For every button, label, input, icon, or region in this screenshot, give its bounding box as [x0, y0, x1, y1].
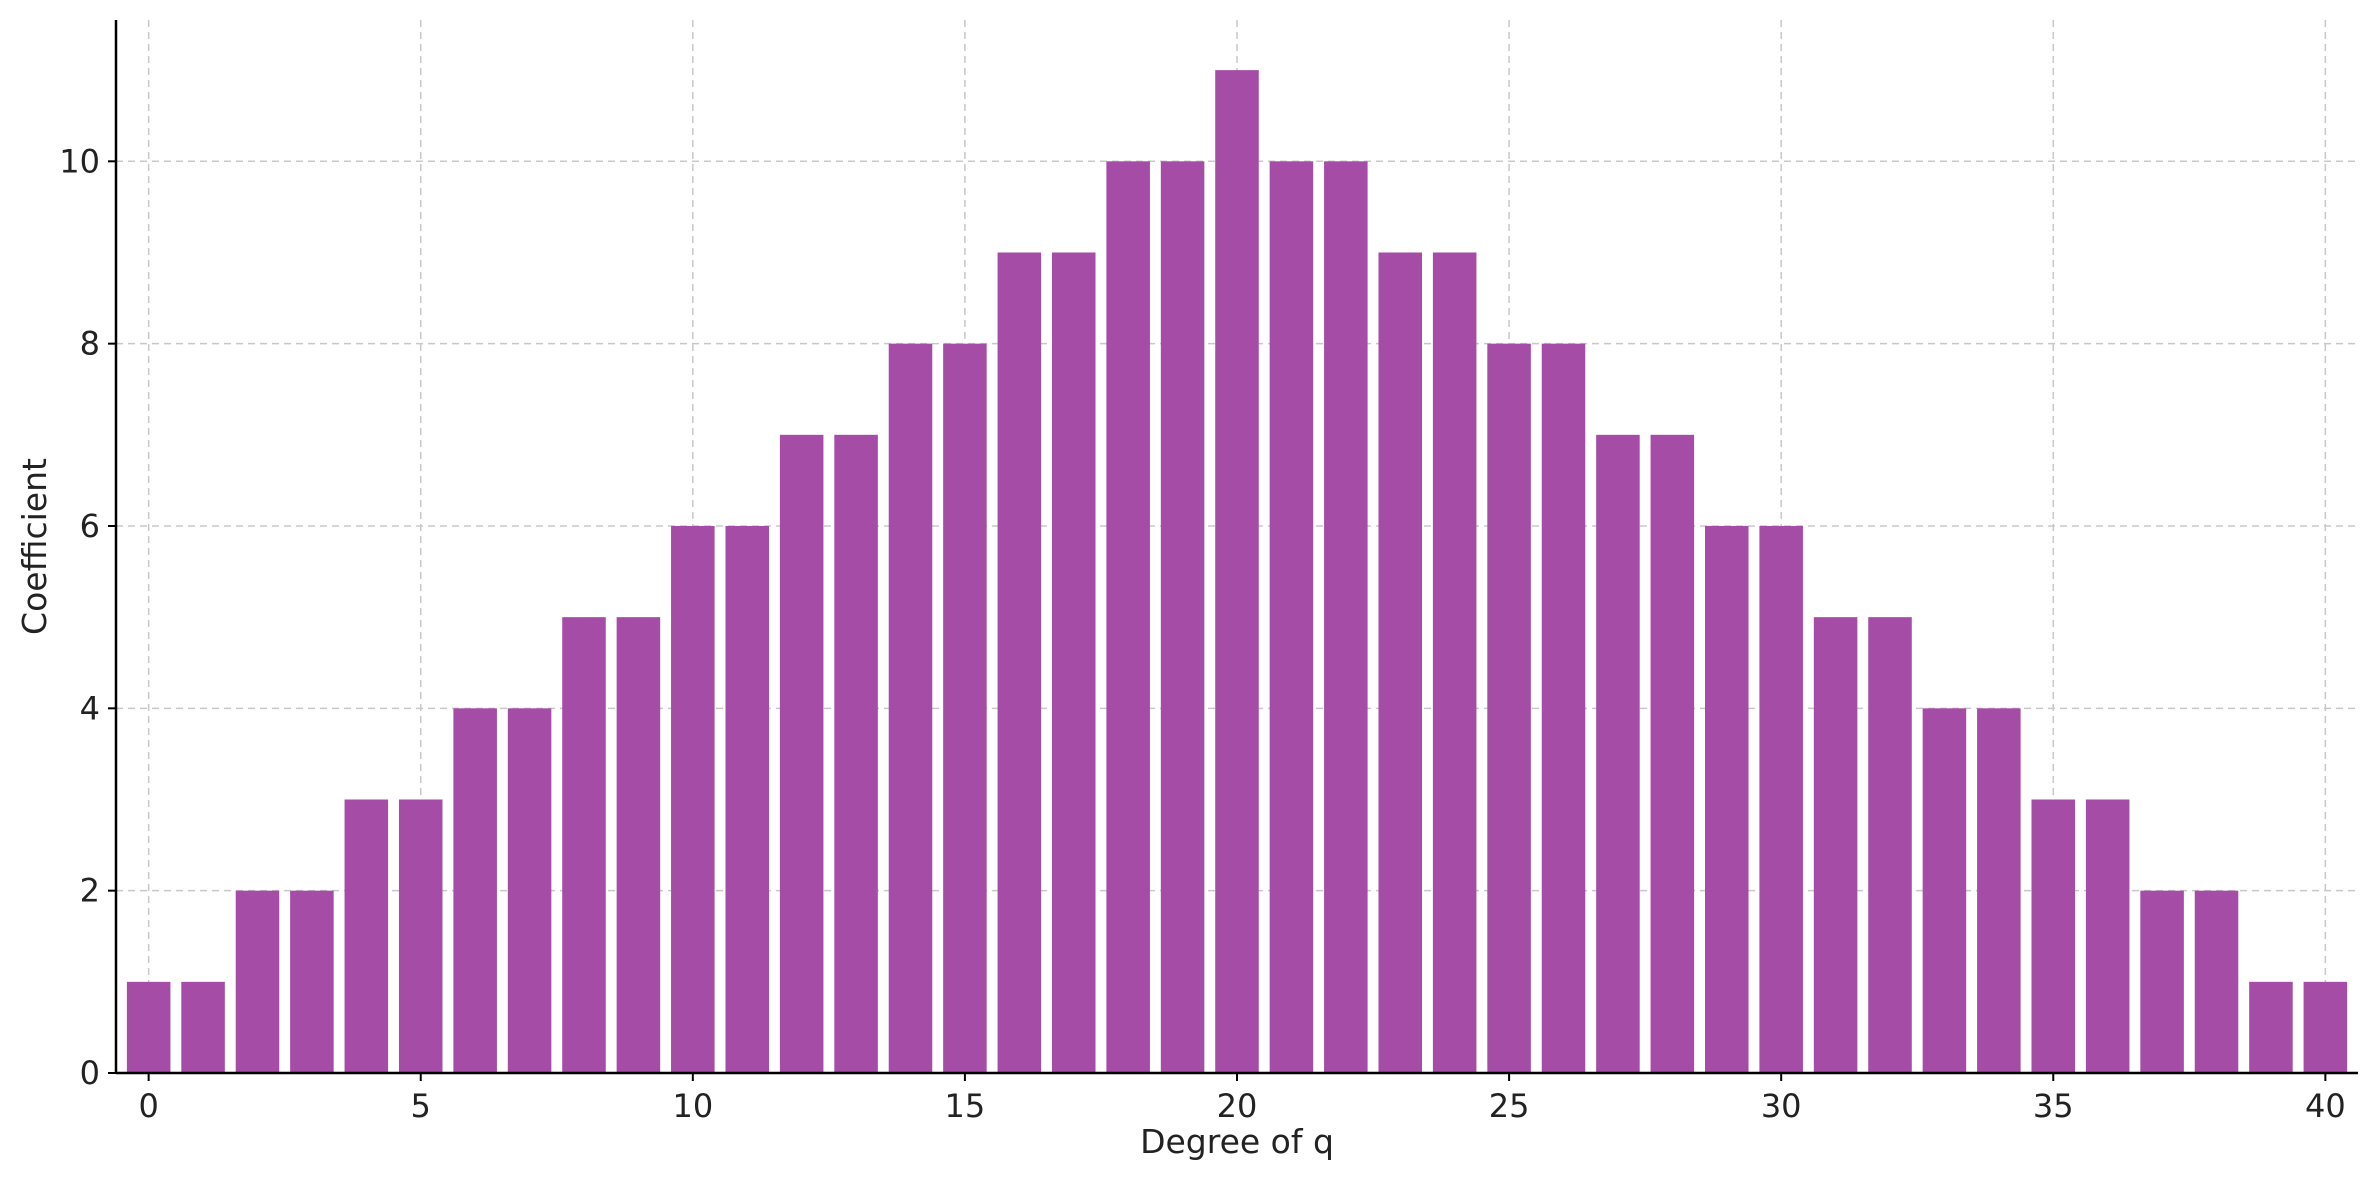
bar [1106, 161, 1150, 1073]
x-axis-label: Degree of q [1140, 1122, 1334, 1161]
bar [2031, 799, 2076, 1073]
bar [562, 617, 606, 1073]
bar [1051, 252, 1096, 1073]
bar [290, 890, 334, 1073]
bar [507, 708, 552, 1073]
bar [1759, 525, 1803, 1073]
bar [834, 434, 878, 1073]
bar [235, 890, 280, 1073]
bar [1596, 434, 1640, 1073]
bar [1650, 434, 1695, 1073]
x-tick-label: 40 [2305, 1087, 2346, 1125]
y-tick-label: 6 [80, 507, 100, 545]
bars-group [126, 70, 2348, 1073]
bar [1487, 343, 1531, 1073]
bar [725, 525, 770, 1073]
x-tick-label: 25 [1489, 1087, 1530, 1125]
bar [2085, 799, 2130, 1073]
bar [453, 708, 497, 1073]
bar [1868, 617, 1912, 1073]
x-tick-label: 35 [2033, 1087, 2074, 1125]
bar [1160, 161, 1205, 1073]
bar [1922, 708, 1967, 1073]
x-tick-label: 10 [672, 1087, 713, 1125]
y-tick-label: 0 [80, 1054, 100, 1092]
bar [126, 981, 171, 1073]
bar [1432, 252, 1477, 1073]
bar [1704, 525, 1749, 1073]
bar [1324, 161, 1368, 1073]
bar [1977, 708, 2021, 1073]
y-axis-label: Coefficient [15, 458, 54, 635]
bar [616, 617, 661, 1073]
y-tick-label: 4 [80, 689, 100, 727]
x-tick-label: 0 [138, 1087, 158, 1125]
bar [181, 981, 225, 1073]
x-tick-label: 5 [411, 1087, 431, 1125]
bar [1813, 617, 1858, 1073]
bar [2303, 981, 2348, 1073]
bar [2140, 890, 2184, 1073]
bar [2249, 981, 2293, 1073]
y-tick-label: 8 [80, 325, 100, 363]
bar [1378, 252, 1423, 1073]
bar [344, 799, 389, 1073]
y-tick-label: 10 [59, 142, 100, 180]
x-ticks-group: 0 5 10 15 20 25 30 35 40 [138, 1073, 2346, 1125]
x-tick-label: 15 [945, 1087, 986, 1125]
bar [1215, 70, 1259, 1073]
bar [1541, 343, 1586, 1073]
bar [779, 434, 824, 1073]
bar [997, 252, 1042, 1073]
bar [943, 343, 987, 1073]
bar [888, 343, 933, 1073]
bar [398, 799, 443, 1073]
y-tick-label: 2 [80, 872, 100, 910]
y-ticks-group: 0 2 4 6 8 10 [59, 142, 116, 1092]
x-tick-label: 30 [1761, 1087, 1802, 1125]
bar [2194, 890, 2239, 1073]
x-tick-label: 20 [1217, 1087, 1258, 1125]
bar [671, 525, 715, 1073]
bar [1269, 161, 1314, 1073]
